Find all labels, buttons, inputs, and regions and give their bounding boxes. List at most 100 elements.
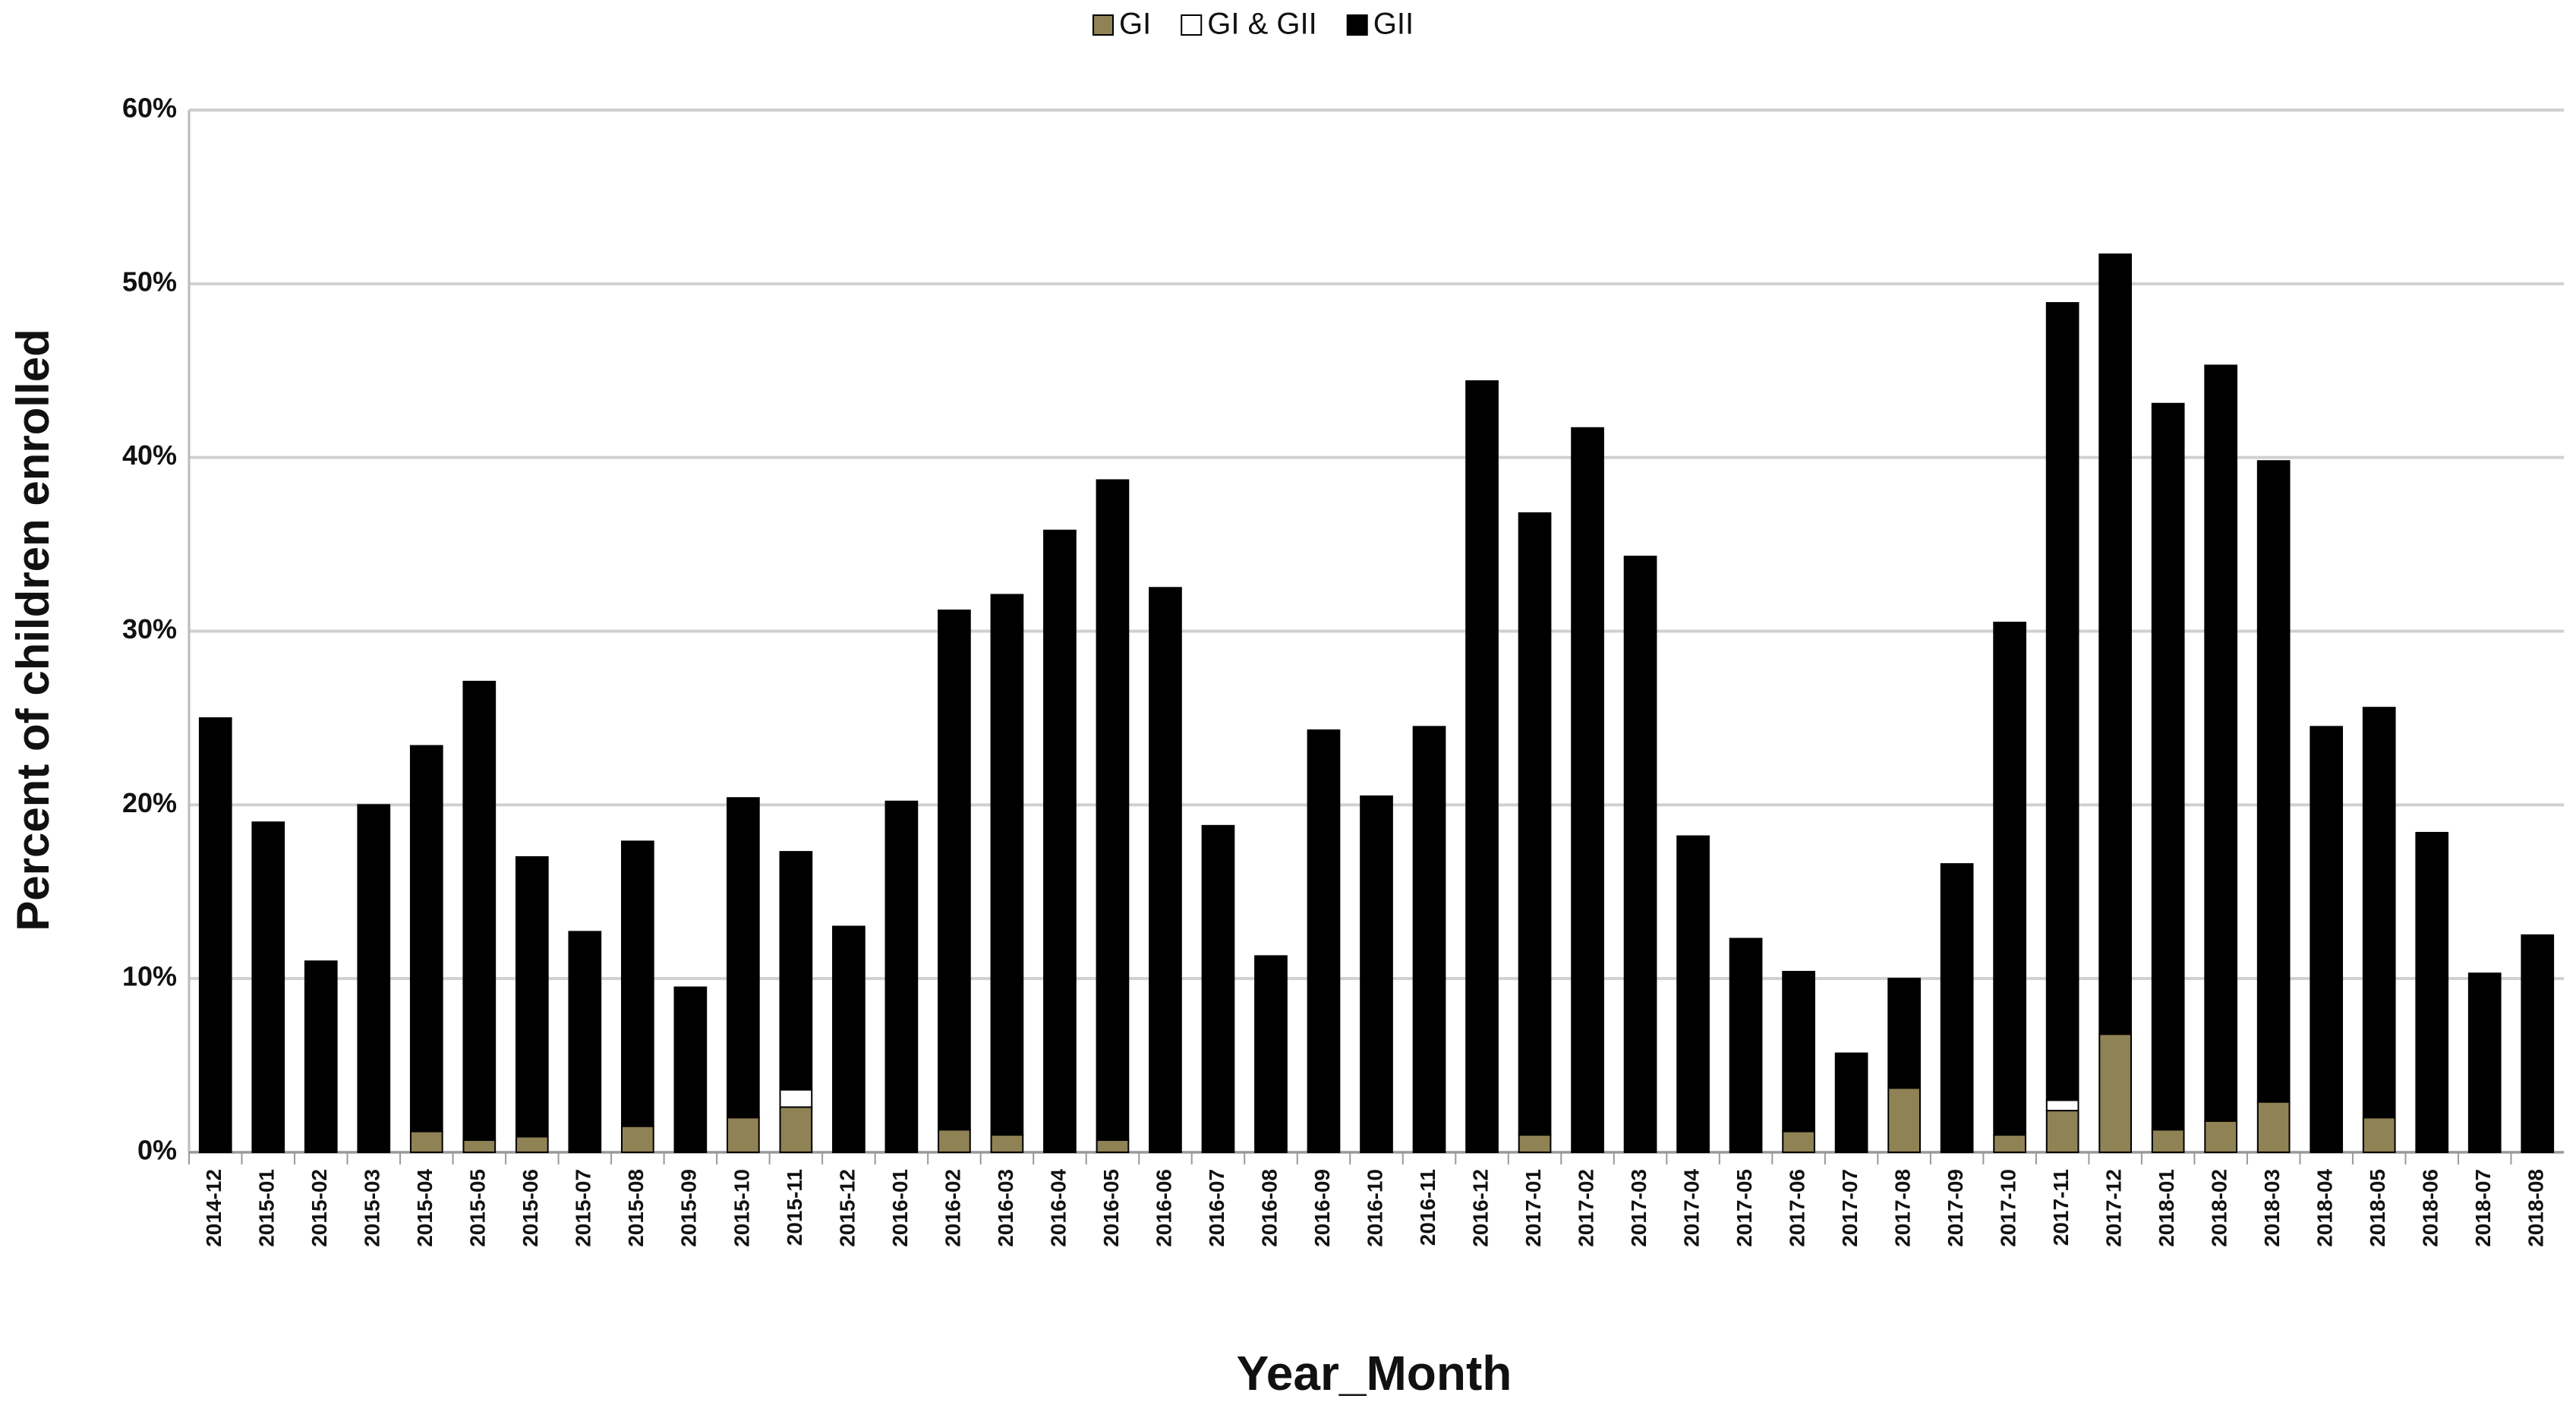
x-tick-label: 2018-03 — [2260, 1169, 2284, 1247]
bar-segment — [1993, 1134, 2026, 1154]
bar-segment — [884, 800, 919, 1154]
bar-segment — [1412, 726, 1446, 1153]
x-tick-label: 2017-05 — [1733, 1169, 1756, 1247]
x-tick-label: 2016-07 — [1205, 1169, 1228, 1247]
legend-swatch — [1181, 14, 1203, 36]
legend-label: GII — [1373, 8, 1414, 41]
x-tick-label: 2017-09 — [1944, 1169, 1967, 1247]
bar-segment — [832, 925, 865, 1154]
y-tick-label: 10% — [122, 961, 177, 992]
x-tick-label: 2018-01 — [2155, 1169, 2178, 1247]
x-tick-label: 2017-01 — [1521, 1169, 1545, 1247]
bar-segment — [1043, 529, 1077, 1153]
bar-segment — [1887, 978, 1921, 1089]
y-tick-label: 0% — [137, 1135, 177, 1166]
bar-segment — [620, 1125, 654, 1154]
bar-segment — [462, 1139, 497, 1154]
bar-segment — [1149, 587, 1182, 1153]
bar-segment — [779, 1089, 813, 1108]
bar-segment — [673, 986, 708, 1153]
x-tick-label: 2017-07 — [1838, 1169, 1862, 1247]
x-tick-label: 2016-10 — [1363, 1169, 1386, 1247]
x-tick-label: 2015-05 — [466, 1169, 490, 1247]
bar-segment — [2467, 972, 2502, 1153]
bar-segment — [2098, 1033, 2133, 1153]
bar-segment — [2204, 364, 2238, 1122]
x-tick-label: 2017-12 — [2102, 1169, 2126, 1247]
x-tick-label: 2016-04 — [1046, 1169, 1070, 1247]
x-tick-label: 2015-11 — [783, 1169, 806, 1246]
x-tick-label: 2016-12 — [1468, 1169, 1492, 1247]
bar-segment — [1518, 1134, 1552, 1154]
x-tick-label: 2015-03 — [361, 1169, 384, 1247]
bar-segment — [990, 1134, 1024, 1154]
x-tick-label: 2018-04 — [2313, 1169, 2337, 1247]
y-axis-title: Percent of children enrolled — [8, 329, 58, 931]
bar-segment — [409, 745, 443, 1133]
bar-segment — [1782, 971, 1815, 1133]
bar-segment — [2204, 1120, 2238, 1154]
bar-segment — [727, 797, 760, 1119]
x-tick-label: 2018-08 — [2524, 1169, 2548, 1247]
bar-segment — [409, 1130, 443, 1154]
x-tick-label: 2016-08 — [1257, 1169, 1281, 1247]
bar-segment — [1096, 1139, 1130, 1154]
x-tick-label: 2015-07 — [572, 1169, 595, 1247]
bar-segment — [2045, 1099, 2079, 1112]
x-tick-label: 2018-06 — [2419, 1169, 2442, 1247]
x-tick-label: 2015-02 — [307, 1169, 331, 1247]
bar-segment — [1518, 512, 1552, 1136]
x-tick-label: 2017-04 — [1679, 1169, 1703, 1247]
bar-segment — [357, 804, 391, 1154]
bar-segment — [2098, 253, 2133, 1035]
bar-segment — [304, 960, 338, 1153]
bar-segment — [779, 1106, 813, 1153]
bar-segment — [462, 680, 497, 1141]
y-tick-label: 50% — [122, 266, 177, 297]
x-tick-label: 2016-09 — [1310, 1169, 1334, 1247]
x-tick-label: 2017-10 — [1997, 1169, 2020, 1247]
bar-segment — [1623, 556, 1657, 1153]
bar-segment — [938, 610, 971, 1131]
bar-segment — [1571, 427, 1604, 1153]
x-tick-label: 2015-04 — [413, 1169, 437, 1247]
bar-segment — [2521, 934, 2555, 1154]
x-tick-label: 2016-06 — [1152, 1169, 1175, 1247]
x-tick-label: 2017-02 — [1574, 1169, 1597, 1247]
bar-segment — [1676, 835, 1710, 1153]
legend-swatch — [1093, 14, 1114, 36]
y-tick-label: 30% — [122, 613, 177, 644]
legend-label: GI & GII — [1207, 8, 1316, 41]
x-tick-label: 2015-09 — [677, 1169, 701, 1247]
bar-segment — [727, 1117, 760, 1153]
x-tick-label: 2015-12 — [835, 1169, 859, 1247]
x-tick-label: 2016-05 — [1099, 1169, 1123, 1247]
bar-segment — [2256, 460, 2291, 1103]
bar-segment — [1465, 380, 1499, 1154]
x-tick-label: 2018-07 — [2471, 1169, 2495, 1247]
y-tick-label: 20% — [122, 787, 177, 818]
x-tick-label: 2015-06 — [519, 1169, 542, 1247]
bar-segment — [2310, 726, 2344, 1153]
bar-segment — [1993, 622, 2026, 1136]
x-tick-label: 2016-11 — [1416, 1169, 1439, 1246]
bar-segment — [1254, 955, 1288, 1153]
legend-label: GI — [1119, 8, 1151, 41]
bar-segment — [515, 1136, 549, 1154]
bar-segment — [938, 1129, 971, 1154]
bar-segment — [568, 931, 602, 1154]
x-tick-label: 2014-12 — [202, 1169, 225, 1247]
legend-swatch — [1346, 14, 1368, 36]
x-tick-label: 2015-10 — [730, 1169, 753, 1247]
x-axis-title: Year_Month — [1237, 1346, 1512, 1401]
bar-segment — [1834, 1052, 1868, 1153]
bar-segment — [2045, 302, 2079, 1101]
bar-segment — [1782, 1130, 1815, 1154]
bar-segment — [2415, 831, 2449, 1153]
x-tick-label: 2017-11 — [2049, 1169, 2073, 1246]
bar-segment — [2045, 1110, 2079, 1153]
x-tick-label: 2015-08 — [624, 1169, 648, 1247]
bar-segment — [2256, 1101, 2291, 1153]
bar-segment — [1201, 824, 1235, 1153]
